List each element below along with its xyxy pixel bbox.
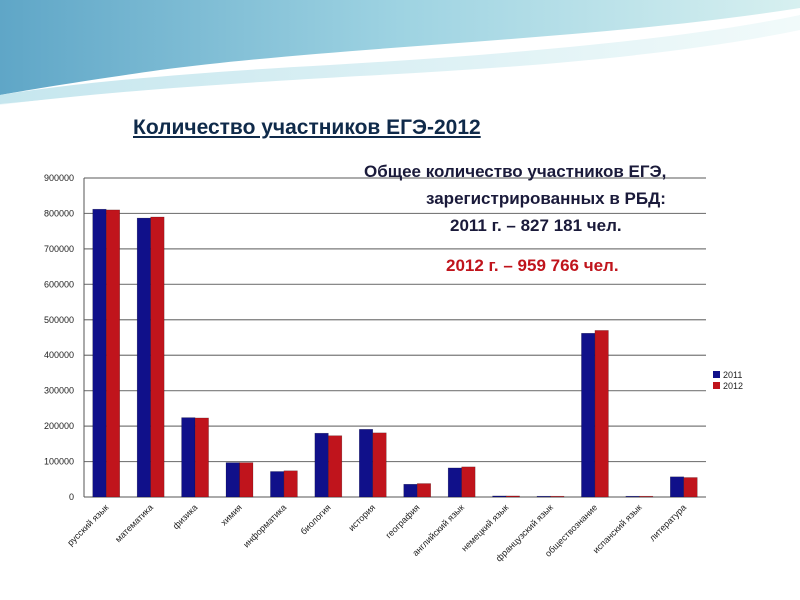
legend: 2011 2012 [713,370,743,391]
y-tick-label: 700000 [44,244,74,254]
bar-2012 [283,470,298,498]
x-category-label: география [384,502,422,540]
y-tick-label: 800000 [44,208,74,218]
bar-2011 [670,476,685,498]
summary-line-4: 2012 г. – 959 766 чел. [446,256,619,275]
bar-2011 [136,217,151,498]
summary-line-1: Общее количество участников ЕГЭ, [364,162,667,181]
bar-2012 [105,209,120,498]
x-category-label: испанский язык [591,502,644,555]
bar-2012 [194,417,209,498]
y-tick-label: 200000 [44,421,74,431]
bar-2011 [492,495,507,498]
bar-2011 [270,471,285,498]
legend-label-2012: 2012 [723,381,743,391]
y-tick-label: 400000 [44,350,74,360]
y-tick-label: 300000 [44,386,74,396]
summary-line-3: 2011 г. – 827 181 чел. [450,216,622,235]
bar-2012 [639,495,654,498]
y-tick-label: 100000 [44,457,74,467]
x-category-label: информатика [241,502,288,549]
bar-2012 [328,435,343,498]
y-tick-label: 500000 [44,315,74,325]
x-category-label: химия [219,502,244,527]
bar-2011 [536,495,551,498]
bar-2012 [372,432,387,498]
summary-box: Общее количество участников ЕГЭ, зарегис… [354,160,766,285]
bar-2011 [359,429,374,498]
x-category-label: математика [113,502,155,544]
slide-title: Количество участников ЕГЭ-2012 [133,116,481,139]
bar-2012 [416,483,431,498]
bar-2011 [625,495,640,498]
bar-2012 [505,495,520,498]
x-category-label: физика [171,502,200,531]
bar-2012 [239,462,254,498]
bar-2011 [447,467,462,498]
legend-label-2011: 2011 [723,370,742,380]
bar-2012 [550,495,565,498]
legend-swatch-2011 [713,371,720,378]
bar-2011 [314,432,329,498]
bar-2011 [403,483,418,498]
x-category-label: история [346,502,377,533]
y-tick-label: 900000 [44,173,74,183]
summary-line-2: зарегистрированных в РБД: [426,189,666,208]
y-tick-label: 0 [69,492,74,502]
y-tick-label: 600000 [44,279,74,289]
bar-2011 [181,417,196,498]
bar-2011 [92,208,107,498]
bars-layer [92,208,698,498]
x-category-label: немецкий язык [459,502,510,553]
bar-2012 [594,330,609,498]
x-category-label: литература [647,502,688,543]
header-wave-decoration [0,0,800,110]
bar-2012 [461,466,476,498]
x-category-label: русский язык [65,502,110,547]
legend-swatch-2012 [713,382,720,389]
bar-2012 [683,477,698,498]
bar-2011 [581,332,596,498]
x-category-label: биология [298,502,332,536]
bar-2011 [225,462,240,498]
bar-2012 [150,216,165,498]
